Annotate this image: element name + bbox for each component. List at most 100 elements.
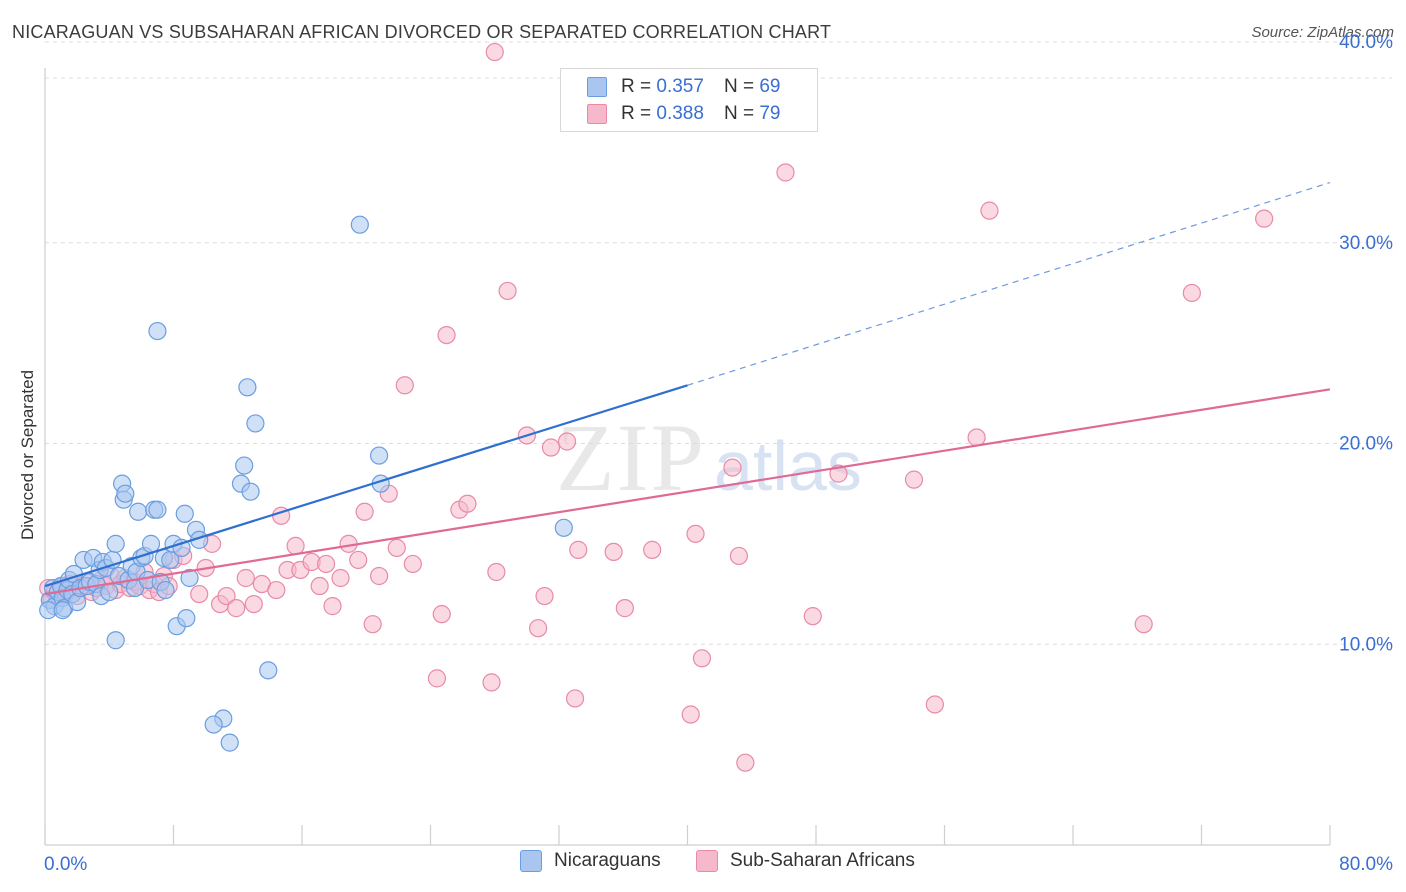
subsaharan-point [432,605,451,624]
legend-swatch-blue [587,77,607,97]
nicaraguan-point [204,715,223,734]
subsaharan-point [395,376,414,395]
subsaharan-point [776,163,795,182]
x-tick-label: 80.0% [1339,854,1393,875]
data-points [39,42,1274,772]
nicaraguan-point [106,631,125,650]
legend-r-value: 0.357 [656,76,704,97]
subsaharan-point [310,576,329,596]
subsaharan-point [458,494,477,513]
legend-label: Sub-Saharan Africans [730,850,915,871]
nicaraguan-point [148,500,167,519]
legend-item-nicaraguans[interactable]: Nicaraguans [520,850,661,872]
subsaharan-point [604,542,623,562]
subsaharan-point [244,594,263,614]
nicaraguan-point [177,609,196,628]
subsaharan-point [482,673,501,692]
source-credit: Source: ZipAtlas.com [1251,24,1394,41]
subsaharan-point [437,325,456,345]
nicaraguan-point [259,661,278,680]
axes [44,68,1331,846]
legend-n-value: 79 [759,103,781,124]
nicaraguan-point [129,502,148,521]
nicaraguan-point [100,582,119,602]
x-tick-label: 0.0% [44,854,87,875]
nicaraguan-point [554,518,573,537]
nicaraguan-point [106,534,125,553]
subsaharan-point [967,428,986,447]
subsaharan-point [267,580,286,600]
nicaraguan-point [246,414,265,433]
subsaharan-point [487,562,506,582]
subsaharan-point [615,599,634,618]
subsaharan-point [227,599,246,618]
nicaraguan-point [116,484,135,503]
legend-r-label: R = [621,76,652,97]
legend-swatch-pink [587,104,607,124]
subsaharan-point [1134,615,1153,634]
y-tick-label: 40.0% [1339,32,1393,53]
subsaharan-point [681,705,700,724]
subsaharan-point [541,438,561,457]
subsaharan-point [1255,209,1274,228]
subsaharan-point [363,615,382,634]
subsaharan-point [736,753,755,772]
axis-labels: 10.0% 20.0% 30.0% 40.0% 0.0% 80.0% [44,32,1393,875]
subsaharan-point [331,568,350,588]
trend-lines [44,181,1331,596]
subsaharan-point [569,540,588,559]
legend-r-value: 0.388 [656,103,704,124]
subsaharan-point [403,554,422,574]
subsaharan-point [355,502,374,521]
nicaraguan-point [370,446,389,465]
subsaharan-point [535,586,554,606]
legend-r-label: R = [621,103,652,124]
subsaharan-point [904,470,924,489]
subsaharan-point [498,281,517,301]
subsaharan-point [1182,283,1201,303]
nicaraguan-point [241,482,260,501]
legend-item-subsaharan[interactable]: Sub-Saharan Africans [696,850,915,872]
subsaharan-point [485,42,504,62]
nicaraguan-point [156,580,175,600]
nicaraguan-trend-line [44,384,688,588]
subsaharan-point [692,649,712,668]
subsaharan-point [529,619,548,638]
legend-label: Nicaraguans [554,850,661,871]
subsaharan-trend-line [44,388,1331,596]
legend-swatch-pink [696,850,718,872]
subsaharan-point [643,540,662,559]
nicaraguan-trend-extension [687,181,1331,386]
subsaharan-point [370,566,389,586]
nicaraguan-point [350,215,369,234]
subsaharan-point [980,201,999,220]
nicaraguan-point [238,378,257,397]
chart-title: NICARAGUAN VS SUBSAHARAN AFRICAN DIVORCE… [12,22,832,42]
subsaharan-point [217,586,236,606]
subsaharan-point [387,538,406,557]
y-tick-label: 30.0% [1339,233,1393,254]
subsaharan-point [316,554,336,574]
nicaraguan-point [220,733,239,752]
subsaharan-point [349,550,368,570]
series-legend: Nicaraguans Sub-Saharan Africans [0,850,1406,878]
nicaraguan-point [175,504,194,523]
nicaraguan-point [148,321,167,341]
nicaraguan-point [53,601,72,620]
legend-swatch-blue [520,850,542,872]
subsaharan-point [286,536,305,555]
y-tick-label: 20.0% [1339,434,1393,455]
legend-n-label: N = [723,76,755,97]
subsaharan-point [686,524,705,543]
nicaraguan-point [141,534,161,553]
subsaharan-point [729,546,749,566]
subsaharan-point [803,607,822,626]
subsaharan-point [323,597,342,616]
correlation-legend: R = 0.357 N = 69 R = 0.388 N = 79 [560,68,818,132]
legend-n-label: N = [723,103,755,124]
subsaharan-point [190,584,209,604]
subsaharan-point [925,695,944,714]
subsaharan-point [723,458,742,477]
legend-row-subsaharan: R = 0.388 N = 79 [587,101,780,127]
